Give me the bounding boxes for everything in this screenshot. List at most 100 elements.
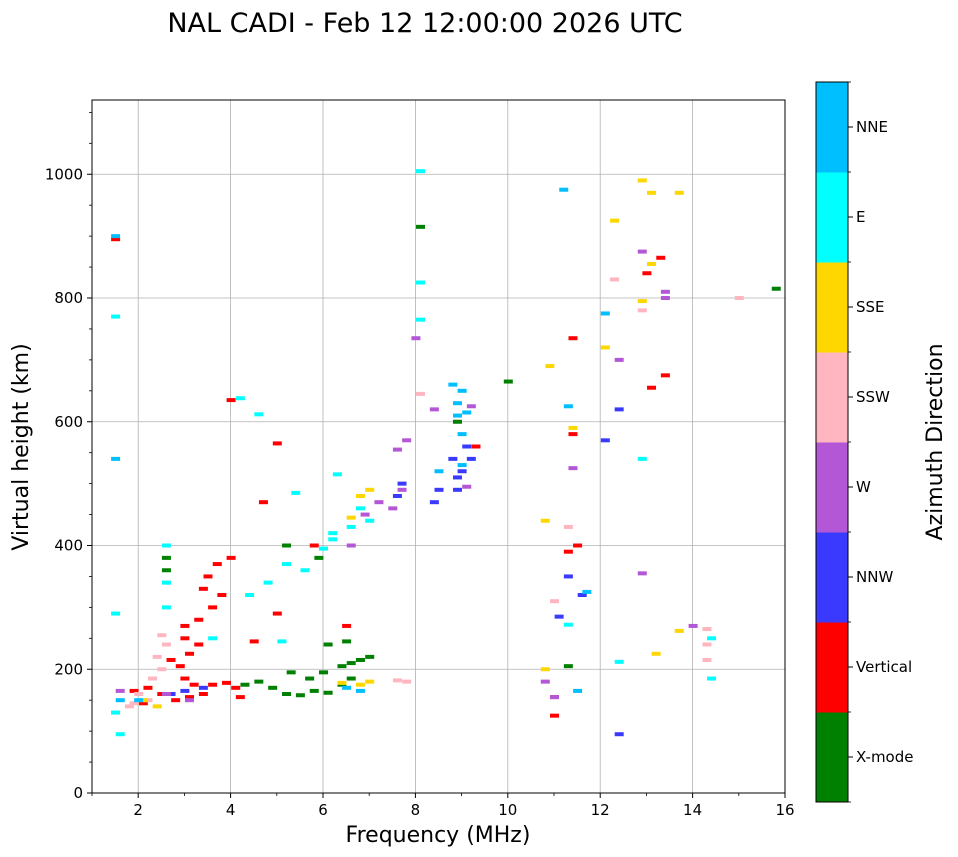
colorbar-swatch [816,532,848,623]
data-point-w [392,447,402,452]
data-point-ssw [129,701,139,706]
data-point-e [245,593,255,597]
data-point-nne [342,685,352,690]
data-point-e [346,524,356,529]
data-point-e [614,659,624,664]
x-tick-label: 10 [498,801,517,819]
data-point-e [300,568,310,573]
data-point-nnw [614,732,624,737]
data-point-vertical [471,444,481,449]
data-point-w [388,506,398,511]
data-point-w [411,336,421,341]
data-point-e [332,472,342,477]
colorbar-swatch [816,352,848,443]
data-point-e [161,543,171,548]
data-point-vertical [226,398,236,403]
data-point-x-mode [295,693,305,698]
data-point-nnw [600,438,610,443]
data-point-vertical [180,636,190,641]
data-point-vertical [647,385,657,390]
data-point-vertical [175,664,185,669]
data-point-e [254,412,264,417]
data-point-ssw [161,642,171,647]
data-point-nnw [452,487,462,492]
data-point-ssw [148,676,158,681]
y-tick-label: 600 [54,413,83,431]
colorbar-swatch [816,82,848,173]
y-tick-label: 800 [54,289,83,307]
data-point-ssw [134,692,144,696]
data-point-vertical [208,605,218,610]
x-tick-label: 12 [591,801,610,819]
data-point-e [319,546,328,551]
data-point-x-mode [268,685,278,690]
data-point-w [360,512,370,517]
x-tick-label: 6 [318,801,328,819]
data-point-w [568,466,578,471]
data-point-w [550,695,559,700]
data-point-x-mode [346,661,356,666]
data-point-x-mode [563,664,573,669]
plot-frame [91,99,786,794]
data-point-sse [138,698,148,703]
data-point-ssw [152,654,162,659]
data-point-w [346,543,356,548]
data-point-vertical [309,543,319,548]
data-point-sse [355,682,365,687]
data-point-sse [355,494,365,498]
data-point-nnw [198,685,208,690]
data-point-nne [111,234,121,239]
data-point-vertical [138,701,148,706]
data-point-vertical [573,543,583,548]
data-point-sse [545,364,555,369]
data-point-e [282,562,292,567]
data-point-e [161,605,171,610]
y-tick-label: 1000 [45,165,83,183]
data-point-nne [462,410,472,415]
data-point-vertical [180,676,190,681]
data-point-x-mode [282,692,292,696]
data-point-vertical [656,255,666,260]
data-point-nnw [397,481,407,486]
y-tick-label: 0 [73,784,83,802]
data-point-x-mode [452,419,462,424]
data-point-e [365,518,375,523]
data-point-e [328,537,338,542]
data-point-ssw [402,679,412,684]
data-point-nnw [457,469,467,474]
data-point-nnw [554,614,564,619]
data-point-ssw [416,391,426,396]
data-point-ssw [702,657,712,662]
data-point-ssw [734,296,744,300]
data-point-vertical [212,562,222,567]
data-point-sse [540,518,550,523]
data-point-e [291,490,301,495]
data-point-e [637,456,647,461]
data-point-w [402,438,412,443]
data-point-ssw [702,627,712,632]
data-point-e [416,280,426,285]
data-point-sse [600,345,610,350]
data-point-sse [568,425,578,430]
data-point-sse [674,190,684,195]
data-point-sse [637,299,647,304]
data-point-nne [448,382,458,387]
data-point-vertical [231,685,241,690]
data-point-vertical [272,611,282,616]
data-point-nne [134,698,144,703]
data-point-nne [559,187,569,192]
data-point-x-mode [282,543,292,548]
grid-lines [92,100,785,793]
data-point-nnw [180,688,190,693]
data-point-e [161,580,171,585]
data-point-vertical [111,237,121,242]
data-point-sse [365,679,375,684]
data-point-vertical [166,657,176,662]
chart-title: NAL CADI - Feb 12 12:00:00 2026 UTC [167,8,682,39]
data-point-x-mode [314,555,324,560]
data-point-nne [452,413,462,418]
y-axis-ticks: 0 200 400 600 800 1000 [45,111,92,802]
data-point-w [374,500,384,505]
colorbar-tick-label: W [856,478,871,496]
data-point-vertical [272,441,282,446]
